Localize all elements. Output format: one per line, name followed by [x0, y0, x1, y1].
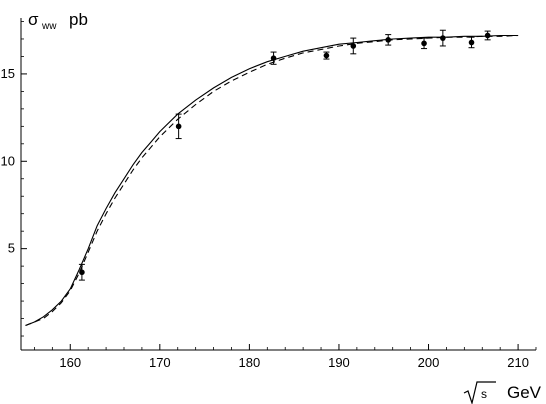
- data-point: [484, 30, 491, 41]
- x-axis-symbol: s: [481, 387, 487, 401]
- x-tick-label: 160: [59, 355, 81, 370]
- point-marker: [484, 32, 491, 39]
- x-tick-label: 170: [149, 355, 171, 370]
- y-axis-title: σ ww pb: [28, 10, 88, 32]
- data-point: [323, 51, 330, 60]
- point-marker: [79, 269, 85, 276]
- data-point: [421, 37, 428, 50]
- point-marker: [175, 123, 182, 130]
- data-point: [270, 51, 277, 65]
- y-tick-label: 5: [8, 241, 15, 256]
- data-points: [78, 29, 491, 281]
- data-point: [78, 263, 85, 281]
- point-marker: [323, 52, 330, 59]
- x-tick-label: 190: [328, 355, 350, 370]
- point-marker: [385, 37, 392, 43]
- y-axis-unit: pb: [69, 10, 88, 29]
- point-marker: [421, 40, 427, 47]
- data-point: [385, 34, 392, 46]
- point-marker: [468, 39, 475, 46]
- curves: [25, 34, 519, 327]
- data-point: [350, 37, 357, 55]
- sqrt-sign: [463, 381, 496, 404]
- x-axis-title: s GeV: [463, 381, 542, 404]
- x-tick-label: 200: [418, 355, 440, 370]
- dashed-curve: [25, 34, 519, 327]
- y-tick-label: 15: [1, 66, 15, 81]
- axes: 160 170 180 190 200 210 5 10 15: [1, 18, 537, 370]
- point-marker: [270, 55, 277, 61]
- point-marker: [440, 35, 446, 41]
- x-tick-label: 180: [239, 355, 261, 370]
- y-tick-label: 10: [1, 153, 15, 168]
- solid-curve: [25, 34, 519, 327]
- data-point: [439, 29, 446, 47]
- data-point: [468, 36, 475, 49]
- y-axis-subscript: ww: [41, 21, 57, 32]
- data-point: [175, 113, 182, 140]
- y-axis-symbol: σ: [28, 10, 39, 29]
- x-tick-label: 210: [507, 355, 529, 370]
- point-marker: [350, 43, 357, 49]
- x-axis-unit: GeV: [507, 383, 542, 402]
